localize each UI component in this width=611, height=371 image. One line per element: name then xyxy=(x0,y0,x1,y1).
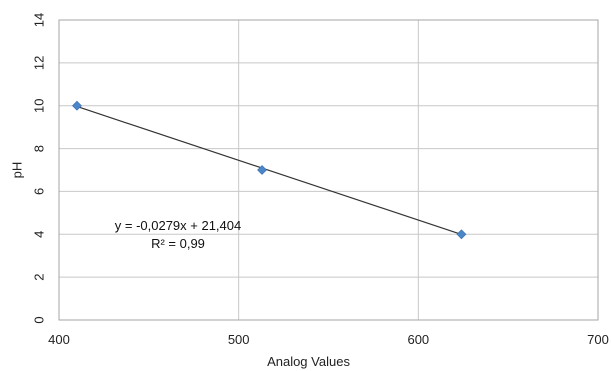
data-points xyxy=(72,100,467,240)
data-point xyxy=(456,229,467,240)
y-tick-label: 8 xyxy=(31,145,46,152)
trendline-equation: y = -0,0279x + 21,404 xyxy=(115,218,241,233)
data-point xyxy=(72,100,82,111)
y-tick-label: 14 xyxy=(31,13,46,27)
y-tick-label: 6 xyxy=(31,188,46,195)
x-tick-label: 600 xyxy=(407,332,429,347)
x-tick-label: 500 xyxy=(228,332,250,347)
y-axis-ticks: 0 2 4 6 8 10 12 14 xyxy=(31,13,46,324)
gridlines xyxy=(58,19,599,321)
x-axis-ticks: 400 500 600 700 xyxy=(48,332,609,347)
y-tick-label: 10 xyxy=(31,98,46,112)
x-tick-label: 700 xyxy=(587,332,609,347)
y-tick-label: 2 xyxy=(31,274,46,281)
data-point xyxy=(257,165,267,175)
x-axis-title: Analog Values xyxy=(267,354,350,369)
y-tick-label: 12 xyxy=(31,56,46,70)
y-axis-title: pH xyxy=(9,162,24,179)
trendline xyxy=(76,105,462,235)
x-tick-label: 400 xyxy=(48,332,70,347)
plot-area-border xyxy=(58,19,599,321)
y-tick-label: 4 xyxy=(31,231,46,238)
y-tick-label: 0 xyxy=(31,316,46,323)
r-squared-label: R² = 0,99 xyxy=(151,236,205,251)
